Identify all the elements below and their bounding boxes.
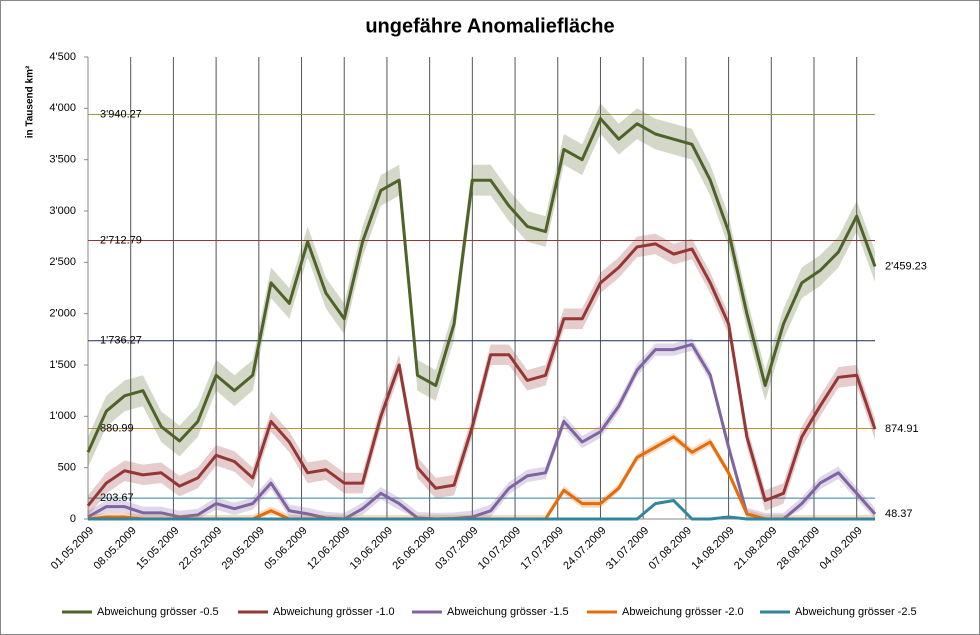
chart-title: ungefähre Anomaliefläche	[365, 15, 614, 37]
end-label: 874.91	[885, 423, 919, 435]
y-tick-label: 2'500	[49, 256, 76, 268]
series-line	[86, 117, 877, 453]
reference-label: 880.99	[100, 422, 134, 434]
reference-label: 203.67	[100, 492, 134, 504]
legend-label: Abweichung grösser -1.0	[273, 606, 395, 618]
reference-label: 1'736.27	[100, 335, 142, 347]
series-line	[88, 499, 875, 521]
y-tick-label: 500	[58, 462, 76, 474]
y-axis-label: in Tausend km²	[25, 65, 36, 138]
y-tick-label: 3'500	[49, 154, 76, 166]
legend-label: Abweichung grösser -0.5	[97, 606, 219, 618]
y-tick-label: 3'000	[49, 205, 76, 217]
reference-label: 2'712.79	[100, 234, 142, 246]
reference-label: 3'940.27	[100, 108, 142, 120]
series-line	[86, 242, 877, 507]
end-label: 48.37	[885, 508, 913, 520]
legend-label: Abweichung grösser -1.5	[447, 606, 569, 618]
y-tick-label: 0	[70, 513, 76, 525]
series-line	[87, 342, 877, 521]
legend-label: Abweichung grösser -2.0	[622, 606, 744, 618]
y-tick-label: 1'000	[49, 410, 76, 422]
legend-label: Abweichung grösser -2.5	[795, 606, 917, 618]
end-label: 2'459.23	[885, 260, 927, 272]
uncertainty-band	[88, 233, 875, 516]
y-tick-label: 2'000	[49, 308, 76, 320]
y-tick-label: 4'500	[49, 51, 76, 63]
y-tick-label: 1'500	[49, 359, 76, 371]
y-tick-label: 4'000	[49, 102, 76, 114]
